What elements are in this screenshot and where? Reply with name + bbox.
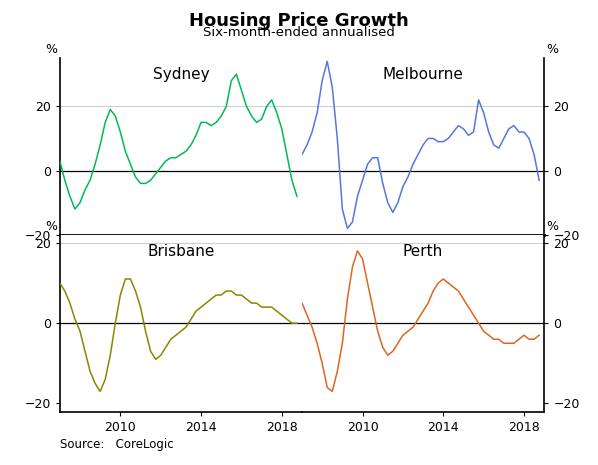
Text: %: %	[45, 220, 57, 233]
Text: Brisbane: Brisbane	[147, 244, 215, 259]
Text: %: %	[547, 220, 559, 233]
Text: Six-month-ended annualised: Six-month-ended annualised	[203, 26, 395, 39]
Text: Housing Price Growth: Housing Price Growth	[189, 12, 409, 30]
Text: Melbourne: Melbourne	[383, 67, 463, 82]
Text: %: %	[547, 43, 559, 56]
Text: Sydney: Sydney	[152, 67, 209, 82]
Text: Source:   CoreLogic: Source: CoreLogic	[60, 438, 173, 451]
Text: %: %	[45, 43, 57, 56]
Text: Perth: Perth	[403, 244, 443, 259]
